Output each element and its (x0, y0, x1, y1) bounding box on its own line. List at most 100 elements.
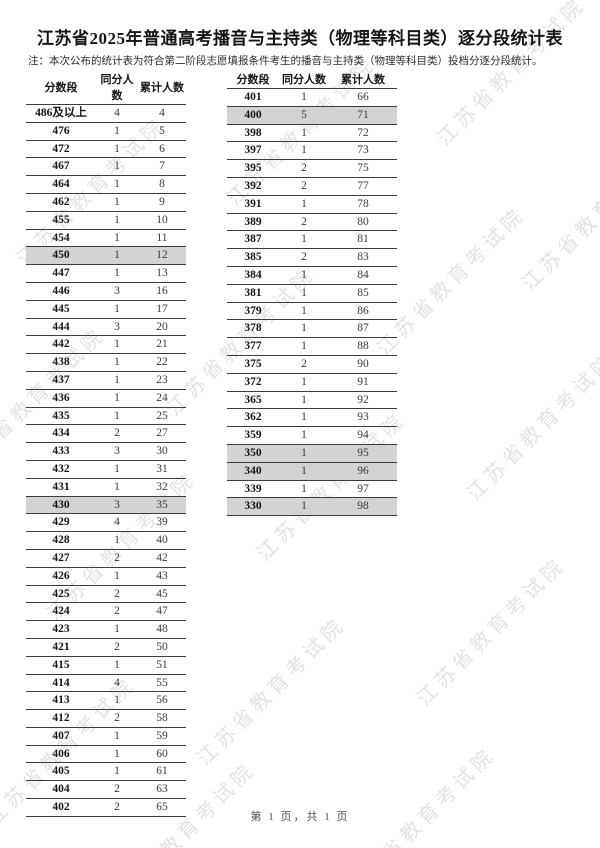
score-range-cell: 406 (52, 747, 70, 760)
same-score-count-cell: 1 (114, 356, 120, 369)
score-range-cell: 433 (52, 445, 70, 458)
score-range-cell: 467 (52, 160, 70, 173)
table-header-row: 分数段 同分人数 累计人数 (26, 72, 186, 105)
same-score-count-cell: 4 (114, 107, 120, 119)
table-row: 436 1 24 (26, 389, 186, 408)
score-range-cell: 405 (52, 765, 70, 778)
column-header-cumulative-count: 累计人数 (140, 82, 184, 94)
same-score-count-cell: 2 (114, 783, 120, 796)
same-score-count-cell: 1 (301, 233, 307, 246)
table-row: 421 2 50 (26, 638, 186, 657)
table-row: 444 3 20 (26, 318, 186, 336)
cumulative-count-cell: 83 (357, 251, 369, 264)
cumulative-count-cell: 85 (357, 286, 369, 299)
cumulative-count-cell: 25 (156, 409, 168, 422)
score-range-cell: 431 (52, 480, 70, 493)
score-range-cell: 462 (52, 195, 70, 208)
table-row: 445 1 17 (26, 300, 186, 319)
table-row: 395 2 75 (227, 160, 397, 178)
score-range-cell: 397 (244, 144, 262, 157)
score-range-cell: 379 (244, 304, 262, 317)
same-score-count-cell: 1 (301, 446, 307, 459)
table-row: 434 2 27 (26, 425, 186, 443)
cumulative-count-cell: 24 (156, 391, 168, 404)
table-row: 400 5 71 (227, 106, 397, 125)
same-score-count-cell: 1 (114, 302, 120, 315)
table-row: 432 1 31 (26, 460, 186, 479)
same-score-count-cell: 1 (301, 286, 307, 299)
score-range-cell: 429 (52, 516, 70, 529)
cumulative-count-cell: 20 (156, 320, 168, 333)
score-range-cell: 400 (244, 108, 262, 121)
cumulative-count-cell: 8 (159, 178, 165, 191)
same-score-count-cell: 1 (301, 429, 307, 442)
cumulative-count-cell: 91 (357, 375, 369, 388)
cumulative-count-cell: 13 (156, 267, 168, 280)
column-header-score-range: 分数段 (44, 82, 78, 94)
table-row: 437 1 23 (26, 371, 186, 390)
cumulative-count-cell: 63 (156, 783, 168, 796)
table-row: 384 1 84 (227, 266, 397, 285)
cumulative-count-cell: 78 (357, 197, 369, 210)
same-score-count-cell: 1 (114, 142, 120, 155)
score-range-cell: 432 (52, 462, 70, 475)
same-score-count-cell: 1 (114, 569, 120, 582)
table-row: 429 4 39 (26, 514, 186, 532)
cumulative-count-cell: 84 (357, 268, 369, 281)
cumulative-count-cell: 4 (159, 107, 165, 119)
score-range-cell: 472 (52, 142, 70, 155)
cumulative-count-cell: 21 (156, 338, 168, 351)
score-range-cell: 407 (52, 729, 70, 742)
same-score-count-cell: 1 (301, 144, 307, 157)
same-score-count-cell: 2 (301, 162, 307, 175)
same-score-count-cell: 1 (114, 178, 120, 191)
same-score-count-cell: 1 (301, 322, 307, 335)
table-header-row: 分数段 同分人数 累计人数 (227, 72, 397, 89)
same-score-count-cell: 1 (301, 393, 307, 406)
cumulative-count-cell: 22 (156, 356, 168, 369)
cumulative-count-cell: 95 (357, 446, 369, 459)
cumulative-count-cell: 61 (156, 765, 168, 778)
same-score-count-cell: 1 (301, 411, 307, 424)
cumulative-count-cell: 80 (357, 215, 369, 228)
cumulative-count-cell: 55 (156, 676, 168, 689)
table-row: 454 1 11 (26, 229, 186, 247)
page-number: 第 1 页，共 1 页 (250, 811, 350, 823)
cumulative-count-cell: 73 (357, 144, 369, 157)
cumulative-count-cell: 23 (156, 373, 168, 386)
score-range-cell: 401 (244, 91, 262, 103)
table-row: 397 1 73 (227, 142, 397, 160)
same-score-count-cell: 3 (114, 498, 120, 511)
score-table-left: 分数段 同分人数 累计人数 486及以上 4 4 476 1 5 472 1 6 467 1 7 464… (26, 72, 186, 817)
table-row: 407 1 59 (26, 727, 186, 746)
score-range-cell: 434 (52, 427, 70, 440)
page-title: 江苏省2025年普通高考播音与主持类（物理等科目类）逐分段统计表 (37, 29, 563, 48)
table-row: 486及以上 4 4 (26, 105, 186, 123)
cumulative-count-cell: 77 (357, 179, 369, 192)
score-range-cell: 435 (52, 409, 70, 422)
column-header-cumulative-count: 累计人数 (341, 74, 385, 86)
same-score-count-cell: 1 (114, 765, 120, 778)
cumulative-count-cell: 88 (357, 340, 369, 353)
same-score-count-cell: 2 (301, 357, 307, 370)
table-row: 476 1 5 (26, 122, 186, 141)
same-score-count-cell: 1 (114, 124, 120, 137)
same-score-count-cell: 1 (114, 195, 120, 208)
table-row: 365 1 92 (227, 391, 397, 409)
cumulative-count-cell: 31 (156, 462, 168, 475)
column-header-score-range: 分数段 (236, 74, 270, 86)
score-range-cell: 385 (244, 251, 262, 264)
same-score-count-cell: 1 (301, 268, 307, 281)
same-score-count-cell: 1 (114, 267, 120, 280)
cumulative-count-cell: 97 (357, 482, 369, 495)
table-row: 414 4 55 (26, 674, 186, 692)
table-row: 340 1 96 (227, 462, 397, 481)
cumulative-count-cell: 45 (156, 587, 168, 600)
same-score-count-cell: 1 (301, 500, 307, 513)
same-score-count-cell: 1 (301, 482, 307, 495)
same-score-count-cell: 1 (301, 91, 307, 103)
table-row: 467 1 7 (26, 158, 186, 176)
same-score-count-cell: 5 (301, 108, 307, 121)
table-row: 447 1 13 (26, 265, 186, 283)
table-row: 464 1 8 (26, 176, 186, 194)
